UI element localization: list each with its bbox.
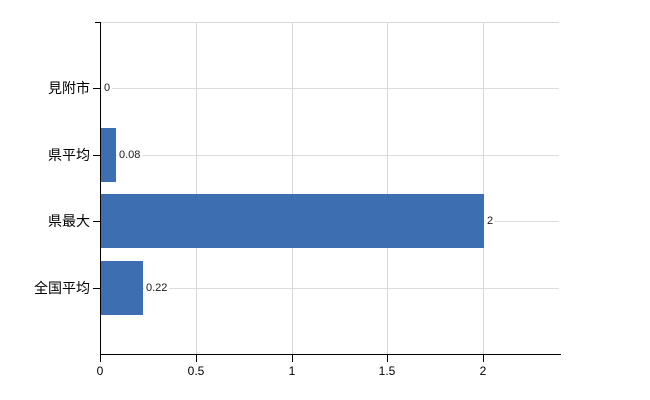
- x-tick-label: 0: [96, 364, 104, 378]
- value-label: 0.22: [144, 281, 170, 295]
- horizontal-gridline: [101, 288, 559, 289]
- bar: [101, 194, 484, 248]
- category-label-1: 見附市: [48, 80, 90, 96]
- horizontal-gridline: [101, 88, 559, 89]
- x-tick-mark: [387, 355, 388, 362]
- x-tick-label: 1: [288, 364, 296, 378]
- y-tick-mark: [93, 288, 100, 289]
- value-label: 0: [102, 81, 113, 95]
- y-tick-mark: [93, 155, 100, 156]
- x-tick-mark: [483, 355, 484, 362]
- category-label-4: 全国平均: [34, 280, 90, 296]
- x-tick-mark: [100, 355, 101, 362]
- vertical-gridline: [483, 23, 484, 354]
- x-tick-label: 0.5: [187, 364, 205, 378]
- y-tick-mark: [93, 221, 100, 222]
- x-tick-label: 2: [479, 364, 487, 378]
- y-tick-mark: [93, 88, 100, 89]
- bar: [101, 261, 143, 315]
- value-label: 0.08: [117, 148, 143, 162]
- horizontal-gridline: [101, 155, 559, 156]
- vertical-gridline: [195, 23, 197, 354]
- x-axis-line: [100, 354, 561, 355]
- bar: [101, 128, 116, 182]
- value-label: 2: [485, 214, 496, 228]
- x-tick-label: 1.5: [378, 364, 396, 378]
- y-axis-line: [100, 22, 101, 362]
- x-tick-mark: [196, 355, 197, 362]
- x-tick-mark: [292, 355, 293, 362]
- category-label-2: 県平均: [48, 147, 90, 163]
- y-axis-top-tick: [95, 22, 100, 23]
- vertical-gridline: [291, 23, 293, 354]
- vertical-gridline: [387, 23, 389, 354]
- plot-area: [100, 22, 559, 354]
- category-label-3: 県最大: [48, 213, 90, 229]
